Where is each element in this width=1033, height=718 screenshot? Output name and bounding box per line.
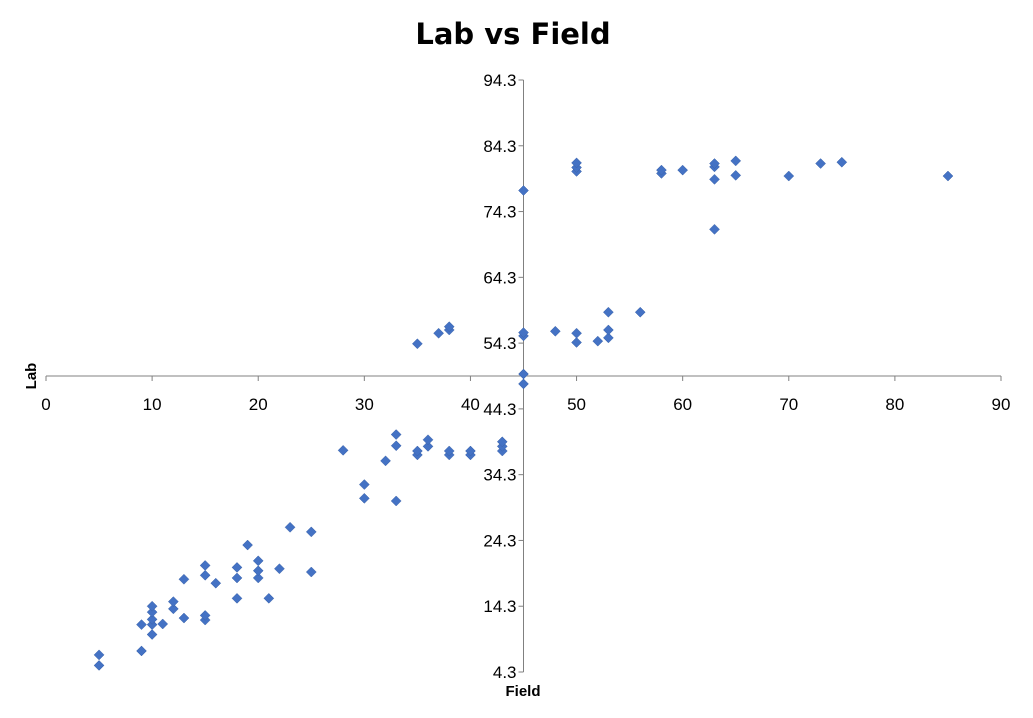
x-axis-label: Field <box>505 683 540 700</box>
data-point <box>305 566 317 578</box>
data-points <box>93 155 954 671</box>
y-tick-label: 14.3 <box>483 597 516 616</box>
data-point <box>592 335 604 347</box>
data-point <box>433 327 444 339</box>
data-point <box>783 170 795 182</box>
data-point <box>178 612 190 624</box>
data-point <box>730 170 742 181</box>
data-point <box>656 164 667 176</box>
data-point <box>358 492 370 504</box>
data-point <box>199 610 211 621</box>
data-point <box>709 158 720 169</box>
y-tick-label: 84.3 <box>483 137 516 156</box>
data-point <box>443 445 455 457</box>
data-point <box>157 618 169 630</box>
data-point <box>263 592 275 604</box>
y-tick-label: 34.3 <box>483 466 516 485</box>
x-tick-label: 0 <box>41 395 50 414</box>
x-tick-label: 40 <box>461 395 480 414</box>
data-point <box>677 164 689 176</box>
data-point <box>518 378 529 390</box>
data-point <box>730 155 742 167</box>
x-tick-label: 20 <box>249 395 268 414</box>
data-point <box>93 660 105 671</box>
data-point <box>231 592 243 604</box>
x-tick-label: 90 <box>992 395 1011 414</box>
data-point <box>709 223 720 235</box>
data-point <box>146 629 158 640</box>
y-tick-label: 44.3 <box>483 400 516 419</box>
data-point <box>603 332 614 344</box>
data-point <box>146 606 158 618</box>
data-point <box>942 170 954 182</box>
tick-labels: 0 10 20 30 40 50 60 70 80 90 4.3 14.3 24.3 34.3 44.3 54… <box>41 71 1010 682</box>
data-point <box>571 157 582 169</box>
data-point <box>274 563 285 575</box>
data-point <box>284 521 296 533</box>
data-point <box>518 368 529 380</box>
data-point <box>136 645 147 657</box>
data-point <box>252 565 264 577</box>
data-point <box>390 440 402 452</box>
data-point <box>337 444 349 456</box>
data-point <box>443 321 455 333</box>
x-tick-label: 70 <box>779 395 798 414</box>
data-point <box>603 324 614 336</box>
data-point <box>815 158 826 169</box>
data-point <box>231 572 243 584</box>
data-point <box>412 445 423 457</box>
x-tick-label: 60 <box>673 395 692 414</box>
y-tick-label: 54.3 <box>483 334 516 353</box>
y-tick-label: 94.3 <box>483 71 516 90</box>
y-tick-label: 24.3 <box>483 531 516 550</box>
y-axis-label: Lab <box>23 363 40 390</box>
data-point <box>422 441 434 452</box>
data-point <box>93 649 105 661</box>
data-point <box>412 338 423 350</box>
data-point <box>199 569 211 581</box>
data-point <box>518 327 529 338</box>
data-point <box>390 495 402 507</box>
data-point <box>603 306 614 318</box>
data-point <box>571 327 582 339</box>
x-tick-label: 10 <box>143 395 162 414</box>
x-tick-label: 50 <box>567 395 586 414</box>
data-point <box>199 560 211 571</box>
y-tick-label: 4.3 <box>493 663 517 682</box>
chart-title: Lab vs Field <box>415 17 610 51</box>
data-point <box>465 445 476 457</box>
data-point <box>709 173 720 185</box>
data-point <box>571 337 582 348</box>
data-point <box>146 614 158 625</box>
data-point <box>380 455 391 467</box>
data-point <box>634 306 646 318</box>
data-point <box>242 539 253 551</box>
data-point <box>210 577 222 589</box>
y-tick-label: 64.3 <box>483 268 516 287</box>
data-point <box>305 526 317 538</box>
data-point <box>549 325 561 337</box>
x-tick-label: 80 <box>885 395 904 414</box>
data-point <box>496 436 508 448</box>
data-point <box>518 185 529 196</box>
data-point <box>136 619 147 630</box>
data-point <box>358 479 370 490</box>
data-point <box>178 573 190 585</box>
data-point <box>390 429 402 440</box>
data-point <box>836 156 848 168</box>
x-tick-label: 30 <box>355 395 374 414</box>
data-point <box>231 562 243 573</box>
data-point <box>167 603 179 615</box>
y-tick-label: 74.3 <box>483 203 516 222</box>
data-point <box>167 596 179 607</box>
data-point <box>422 434 434 446</box>
data-point <box>252 555 264 567</box>
data-point <box>146 600 158 612</box>
data-point <box>252 572 264 584</box>
